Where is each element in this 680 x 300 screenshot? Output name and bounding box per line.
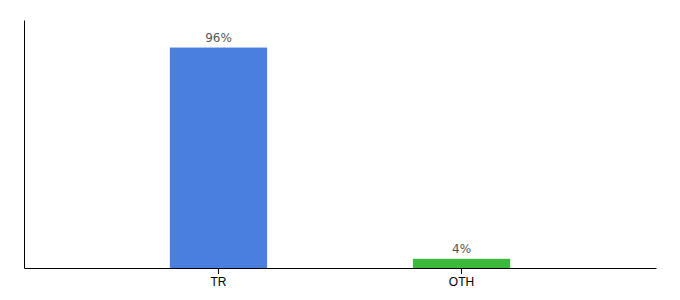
- bar: [170, 48, 267, 268]
- x-tick-label: TR: [210, 275, 226, 289]
- y-axis: [24, 21, 25, 269]
- x-tick-mark: [218, 268, 219, 274]
- data-label: 96%: [205, 31, 232, 45]
- bar: [413, 259, 510, 268]
- x-tick: TR: [210, 268, 226, 289]
- chart-svg: TR OTH 96% 4%: [0, 0, 680, 300]
- bars: [170, 48, 510, 268]
- x-axis-line: [25, 268, 657, 269]
- x-tick: OTH: [449, 268, 474, 289]
- x-tick-label: OTH: [449, 275, 474, 289]
- x-axis: TR OTH: [25, 268, 657, 289]
- data-labels: 96% 4%: [205, 31, 471, 256]
- x-tick-mark: [461, 268, 462, 274]
- plot-area: TR OTH 96% 4%: [25, 21, 657, 289]
- y-axis-line: [24, 21, 25, 269]
- chart-container: TR OTH 96% 4%: [0, 0, 680, 300]
- data-label: 4%: [452, 242, 471, 256]
